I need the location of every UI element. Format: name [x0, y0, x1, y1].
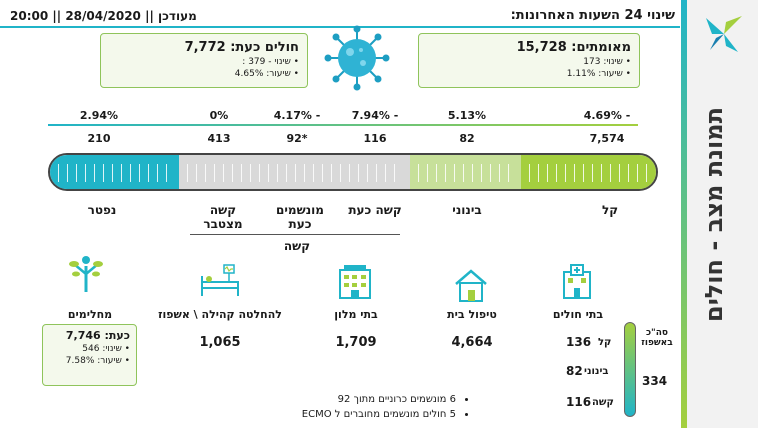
hotel-icon: [339, 265, 371, 299]
facility-hospitals-label: בתי חולים: [552, 308, 604, 321]
hospital-severe: 116: [566, 395, 592, 409]
header-divider: [0, 26, 680, 28]
recovered-rate: • שיעור: 7.58%: [65, 356, 130, 366]
confirmed-change: • שינוי: 173: [583, 57, 631, 67]
pct-moderate: 5.13%: [447, 109, 487, 122]
facility-community-label: להחלטה קהילה \ אשפוז: [158, 308, 282, 321]
hospital-mild: 136: [566, 335, 592, 349]
pct-severe-cumulative: 0%: [209, 109, 229, 122]
category-severe-now: קשה כעת: [348, 203, 402, 217]
home-icon: [455, 269, 487, 302]
note-item: 5 חולים מונשמים מחוברים ל ECMO: [250, 407, 456, 422]
facility-home-label: טיפול בית: [447, 308, 497, 321]
thermo-segment-severe: [179, 155, 410, 189]
facility-community-value: 1,065: [199, 335, 241, 350]
recovered-label: מחלימים: [67, 308, 113, 321]
hospital-icon: [563, 264, 591, 299]
confirmed-title: מאומתים: 15,728: [516, 40, 631, 55]
ministry-logo-icon: [706, 16, 742, 52]
count-ventilated: 92*: [286, 132, 308, 145]
recovered-title: כעת: 7,746: [65, 329, 130, 342]
severe-group-divider: [190, 234, 400, 235]
sick-now-rate: • שיעור: 4.65%: [234, 69, 299, 79]
hospital-bed-icon: [201, 264, 239, 296]
confirmed-rate: • שיעור: 1.11%: [566, 69, 631, 79]
hospital-thermometer: [624, 322, 636, 417]
sick-now-change: • שינוי - 379 :: [242, 57, 299, 67]
thermo-segment-moderate: [409, 155, 521, 189]
pct-deceased: 2.94%: [79, 109, 119, 122]
hospital-severe-label: קשה: [592, 397, 614, 408]
virus-icon: [324, 25, 390, 91]
side-accent-strip: [681, 0, 687, 428]
count-mild: 7,574: [589, 132, 625, 145]
pct-mild: 4.69% -: [583, 109, 631, 122]
category-ventilated-now: מונשמים כעת: [276, 203, 324, 231]
hospital-total: 334: [642, 374, 668, 388]
severe-group-label: קשה: [283, 239, 311, 253]
sick-now-title: חולים כעת: 7,772: [184, 40, 299, 55]
notes-list: 6 מונשמים כרוניים מתוך 92 5 חולים מונשמי…: [250, 392, 470, 422]
side-title: תמונת מצב - חולים: [700, 107, 728, 323]
hospital-moderate-label: בינוני: [584, 366, 609, 377]
pct-ventilated: 4.17% -: [273, 109, 321, 122]
confirmed-box: מאומתים: 15,728 • שינוי: 173 • שיעור: 1.…: [418, 33, 640, 88]
facility-hotels-label: בתי מלון: [334, 308, 378, 321]
last-updated: מעודכן || 28/04/2020 || 20:00: [10, 9, 197, 23]
count-moderate: 82: [459, 132, 475, 145]
category-mild: קל: [601, 203, 619, 217]
thermo-segment-deceased: [50, 155, 180, 189]
sick-now-box: חולים כעת: 7,772 • שינוי - 379 : • שיעור…: [100, 33, 308, 88]
count-deceased: 210: [87, 132, 111, 145]
count-severe-cumulative: 413: [207, 132, 231, 145]
category-deceased: נפטר: [87, 203, 117, 217]
hospital-total-label: סה"כ באשפוז: [641, 328, 673, 348]
facility-hotels-value: 1,709: [335, 335, 377, 350]
recovered-tree-icon: [69, 256, 103, 292]
category-moderate: בינוני: [452, 203, 482, 217]
severity-thermometer: [48, 153, 658, 191]
thermo-segment-mild: [520, 155, 656, 189]
hospital-moderate: 82: [566, 364, 583, 378]
recovered-box: כעת: 7,746 • שינוי: 546 • שיעור: 7.58%: [42, 324, 137, 386]
category-severe-cumulative: קשה מצטבר: [203, 203, 243, 231]
recovered-change: • שינוי: 546: [82, 344, 130, 354]
pct-severe-now: 7.94% -: [351, 109, 399, 122]
side-panel: [683, 0, 758, 428]
count-severe-now: 116: [363, 132, 387, 145]
hospital-mild-label: קל: [598, 337, 612, 348]
header-title: שינוי 24 השעות האחרונות:: [510, 8, 675, 23]
note-item: 6 מונשמים כרוניים מתוך 92: [250, 392, 456, 407]
percent-divider: [48, 124, 638, 126]
facility-home-value: 4,664: [451, 335, 493, 350]
